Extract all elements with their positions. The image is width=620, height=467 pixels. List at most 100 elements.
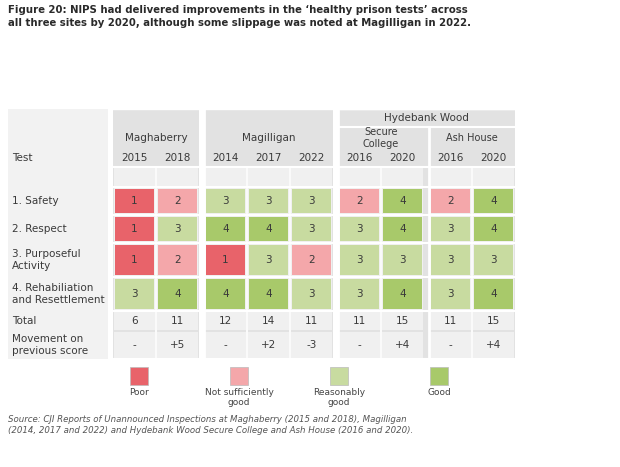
- Text: +4: +4: [486, 340, 501, 350]
- Bar: [157, 278, 198, 310]
- Bar: [248, 332, 289, 358]
- Text: 3: 3: [447, 289, 454, 299]
- Bar: [248, 216, 289, 242]
- Bar: [292, 279, 331, 309]
- Text: 3: 3: [308, 224, 315, 234]
- Text: 1: 1: [131, 255, 138, 265]
- Bar: [473, 244, 514, 276]
- Bar: [474, 279, 513, 309]
- Text: 3: 3: [447, 224, 454, 234]
- Bar: [431, 279, 470, 309]
- Text: 2: 2: [174, 255, 181, 265]
- Bar: [473, 278, 514, 310]
- Text: 2020: 2020: [389, 153, 415, 163]
- Text: +2: +2: [261, 340, 276, 350]
- Bar: [382, 244, 423, 276]
- Bar: [340, 189, 379, 213]
- Text: -: -: [358, 340, 361, 350]
- Bar: [230, 367, 248, 385]
- Bar: [430, 216, 471, 242]
- Bar: [205, 188, 246, 214]
- Bar: [339, 168, 380, 186]
- Bar: [8, 109, 108, 359]
- Text: -3: -3: [306, 340, 317, 350]
- Bar: [338, 109, 515, 359]
- Text: Hydebank Wood: Hydebank Wood: [384, 113, 469, 123]
- Bar: [157, 312, 198, 330]
- Text: 11: 11: [171, 316, 184, 326]
- Text: Maghaberry: Maghaberry: [125, 133, 187, 143]
- Bar: [115, 217, 154, 241]
- Bar: [430, 332, 471, 358]
- Bar: [206, 279, 245, 309]
- Bar: [205, 168, 246, 186]
- Text: Source: CJI Reports of Unannounced Inspections at Maghaberry (2015 and 2018), Ma: Source: CJI Reports of Unannounced Inspe…: [8, 415, 414, 435]
- Bar: [473, 332, 514, 358]
- Text: 3: 3: [308, 289, 315, 299]
- Text: 3: 3: [174, 224, 181, 234]
- Bar: [205, 312, 246, 330]
- Bar: [382, 188, 423, 214]
- Text: 3: 3: [131, 289, 138, 299]
- Bar: [291, 188, 332, 214]
- Bar: [291, 168, 332, 186]
- Bar: [205, 244, 246, 276]
- Bar: [474, 217, 513, 241]
- Bar: [292, 189, 331, 213]
- Bar: [473, 168, 514, 186]
- Bar: [249, 279, 288, 309]
- Bar: [474, 245, 513, 275]
- Text: 1: 1: [131, 224, 138, 234]
- Bar: [206, 245, 245, 275]
- Text: 2016: 2016: [347, 153, 373, 163]
- Bar: [248, 188, 289, 214]
- Bar: [248, 278, 289, 310]
- Bar: [249, 217, 288, 241]
- Text: 11: 11: [444, 316, 457, 326]
- Bar: [430, 244, 471, 276]
- Text: 3: 3: [356, 289, 363, 299]
- Text: 2. Respect: 2. Respect: [12, 224, 66, 234]
- Bar: [205, 332, 246, 358]
- Text: 4: 4: [399, 196, 406, 206]
- Text: Reasonably
good: Reasonably good: [313, 388, 365, 407]
- Bar: [291, 332, 332, 358]
- Bar: [431, 189, 470, 213]
- Bar: [248, 168, 289, 186]
- Text: 2: 2: [447, 196, 454, 206]
- Bar: [383, 189, 422, 213]
- Text: -: -: [224, 340, 228, 350]
- Text: 14: 14: [262, 316, 275, 326]
- Text: 2022: 2022: [298, 153, 325, 163]
- Text: -: -: [133, 340, 136, 350]
- Text: 6: 6: [131, 316, 138, 326]
- Text: 4: 4: [490, 196, 497, 206]
- Bar: [383, 279, 422, 309]
- Text: 2: 2: [174, 196, 181, 206]
- Bar: [158, 217, 197, 241]
- Bar: [115, 245, 154, 275]
- Text: Good: Good: [427, 388, 451, 397]
- Bar: [114, 312, 155, 330]
- Bar: [382, 278, 423, 310]
- Text: 11: 11: [305, 316, 318, 326]
- Bar: [291, 312, 332, 330]
- Text: 2: 2: [308, 255, 315, 265]
- Bar: [430, 188, 471, 214]
- Text: +5: +5: [170, 340, 185, 350]
- Bar: [291, 216, 332, 242]
- Text: 4: 4: [174, 289, 181, 299]
- Bar: [248, 244, 289, 276]
- Bar: [157, 332, 198, 358]
- Bar: [114, 168, 155, 186]
- Bar: [249, 245, 288, 275]
- Text: Total: Total: [12, 316, 37, 326]
- Bar: [205, 216, 246, 242]
- Text: 3: 3: [399, 255, 406, 265]
- Text: Test: Test: [12, 153, 32, 163]
- Text: 3: 3: [490, 255, 497, 265]
- Text: 4: 4: [490, 289, 497, 299]
- Text: 3: 3: [308, 196, 315, 206]
- Text: 2014: 2014: [212, 153, 239, 163]
- Text: 4. Rehabiliation
and Resettlement: 4. Rehabiliation and Resettlement: [12, 283, 105, 305]
